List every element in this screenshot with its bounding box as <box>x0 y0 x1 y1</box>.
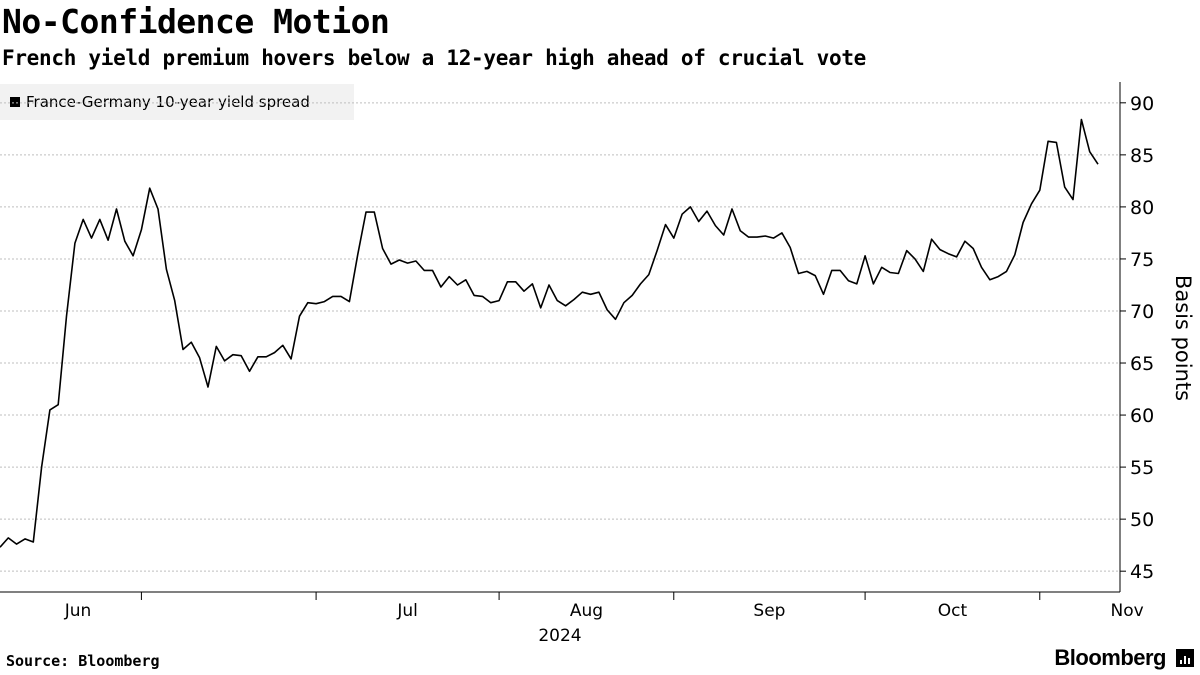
legend-label: France-Germany 10-year yield spread <box>26 93 310 111</box>
legend-swatch <box>10 97 20 107</box>
x-tick-label: Oct <box>938 601 968 621</box>
y-tick-label: 45 <box>1130 561 1154 583</box>
x-axis-year-label: 2024 <box>538 626 581 646</box>
y-tick-label: 70 <box>1130 301 1154 323</box>
x-tick-label: Jun <box>64 601 92 621</box>
y-tick-label: 90 <box>1130 93 1154 115</box>
legend: France-Germany 10-year yield spread <box>0 84 354 120</box>
y-tick-label: 65 <box>1130 353 1154 375</box>
grid-lines <box>0 102 1120 572</box>
y-tick-label: 80 <box>1130 197 1154 219</box>
y-tick-label: 55 <box>1130 457 1154 479</box>
y-axis: 45 50 55 60 65 70 75 80 85 90 <box>1119 82 1154 592</box>
chart-subtitle: French yield premium hovers below a 12-y… <box>2 46 867 70</box>
bloomberg-terminal-icon <box>1176 649 1194 667</box>
y-tick-label: 50 <box>1130 509 1154 531</box>
series-line <box>0 118 1099 548</box>
x-axis: Jun Jul Aug Sep Oct Nov <box>0 591 1144 621</box>
x-tick-label: Jul <box>396 601 418 621</box>
chart-title: No-Confidence Motion <box>2 2 390 41</box>
brand-logo: Bloomberg <box>1054 645 1166 670</box>
y-tick-label: 75 <box>1130 249 1154 271</box>
x-tick-label: Sep <box>753 601 785 621</box>
source-note: Source: Bloomberg <box>6 652 160 670</box>
x-tick-label: Aug <box>570 601 603 621</box>
y-axis-label: Basis points <box>1171 275 1195 401</box>
y-tick-label: 85 <box>1130 145 1154 167</box>
y-tick-label: 60 <box>1130 405 1154 427</box>
x-tick-label: Nov <box>1111 601 1144 621</box>
